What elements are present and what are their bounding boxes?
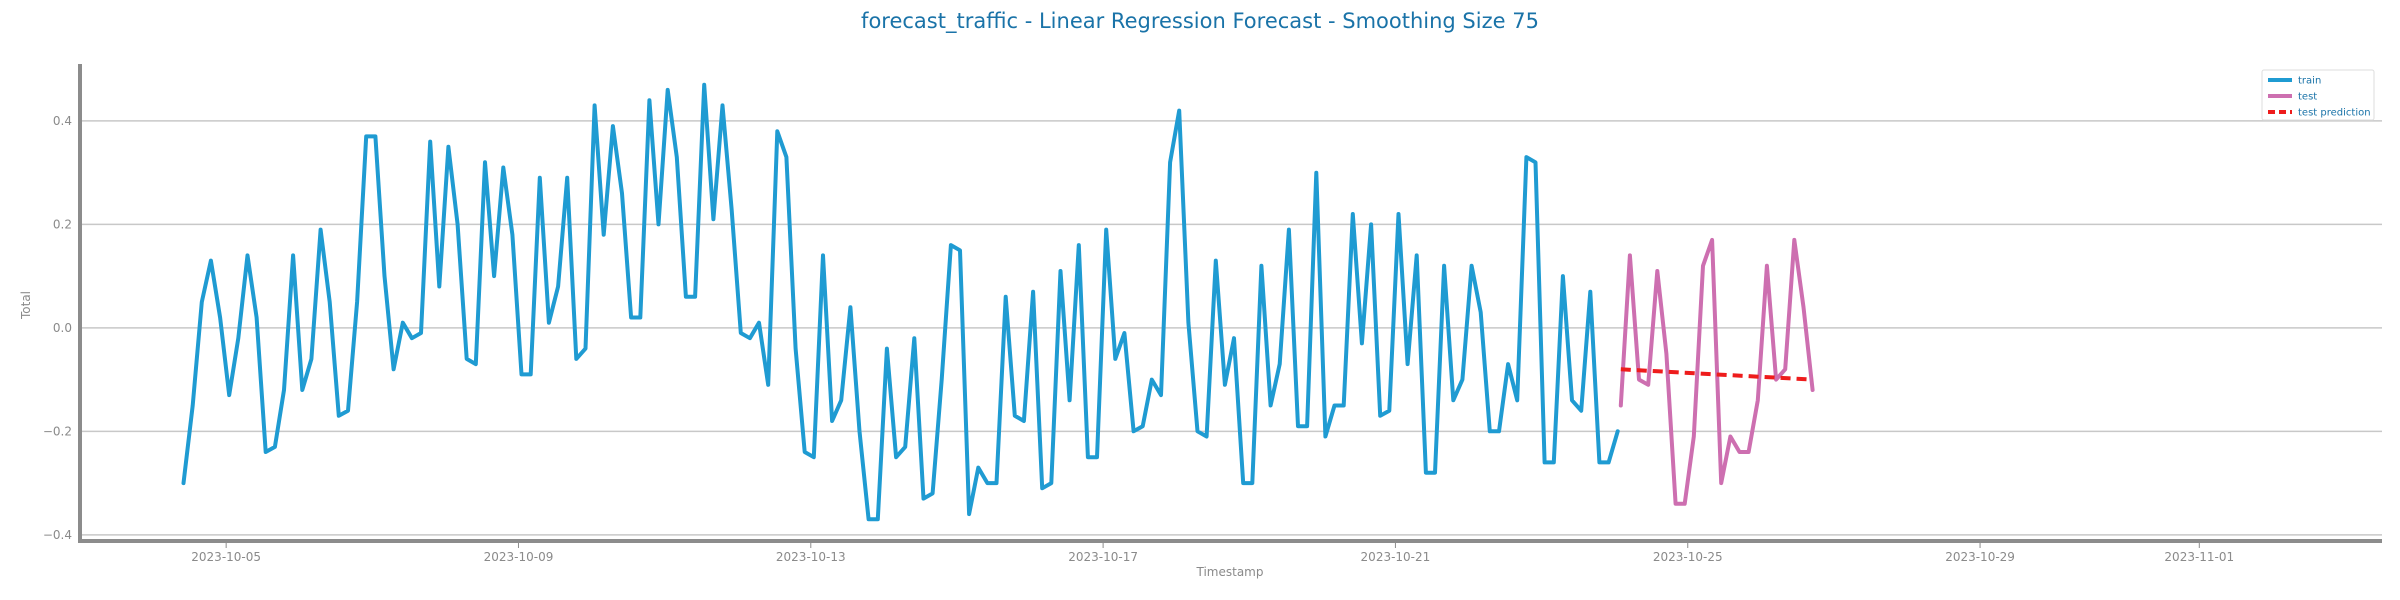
x-tick-label: 2023-10-13 (776, 550, 846, 564)
x-axis-label: Timestamp (1196, 565, 1264, 579)
series-line-test-prediction (1620, 367, 1813, 382)
series-lines (181, 82, 1815, 522)
x-tick-label: 2023-10-17 (1068, 550, 1138, 564)
y-axis-label: Total (19, 291, 33, 320)
series-line-train (181, 82, 1620, 522)
y-tick-label: −0.2 (43, 424, 72, 438)
y-tick-label: 0.2 (53, 217, 72, 231)
x-tick-label: 2023-11-01 (2164, 550, 2234, 564)
legend-label: test prediction (2298, 108, 2371, 119)
legend: train test test prediction (2261, 69, 2375, 121)
y-tick-label: 0.4 (53, 114, 72, 128)
x-tick-label: 2023-10-25 (1653, 550, 1723, 564)
x-tick-label: 2023-10-09 (484, 550, 554, 564)
x-tick-label: 2023-10-21 (1361, 550, 1431, 564)
series-line-test (1618, 237, 1815, 506)
y-tick-label: −0.4 (43, 528, 72, 542)
legend-box (2261, 69, 2375, 121)
legend-label: test (2298, 92, 2317, 103)
x-tick-label: 2023-10-05 (191, 550, 261, 564)
x-tick-label: 2023-10-29 (1945, 550, 2015, 564)
legend-label: train (2298, 76, 2321, 87)
y-tick-label: 0.0 (53, 321, 72, 335)
axis-ticks: 0.4 0.2 0.0 −0.2 −0.4 2023-10-05 2023-10-09 202… (43, 114, 2234, 564)
grid-lines (80, 120, 2382, 536)
chart-title: forecast_traffic - Linear Regression For… (861, 9, 1539, 34)
